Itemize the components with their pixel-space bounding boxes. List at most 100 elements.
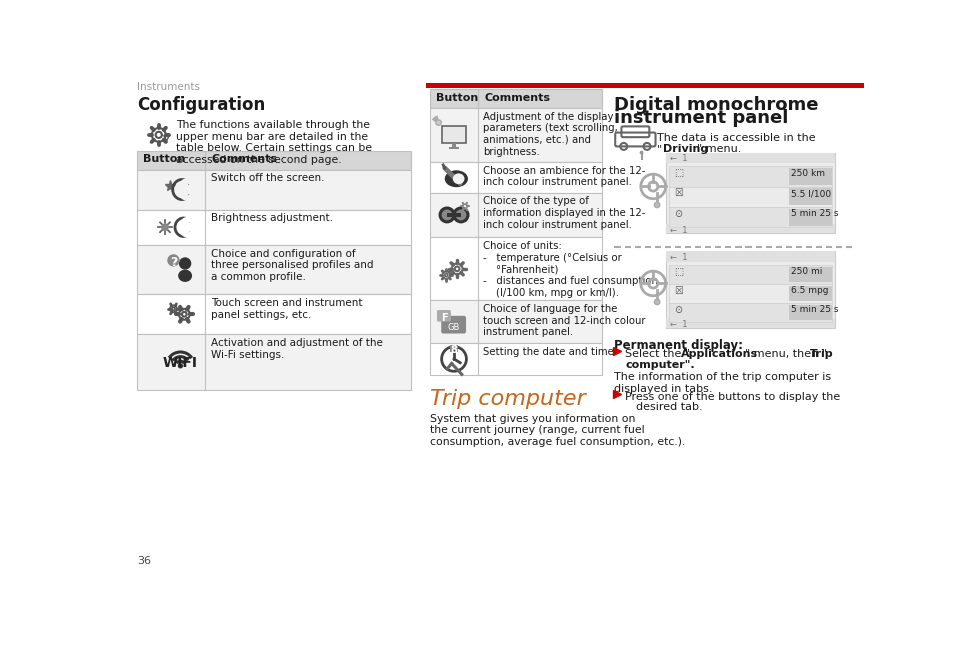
Bar xyxy=(426,83,864,88)
Text: Comments: Comments xyxy=(484,93,550,103)
Text: WIFI: WIFI xyxy=(163,356,198,370)
Bar xyxy=(137,210,411,245)
Bar xyxy=(430,108,602,162)
Text: Choose an ambience for the 12-
inch colour instrument panel.: Choose an ambience for the 12- inch colo… xyxy=(483,165,645,188)
Text: 250 mi: 250 mi xyxy=(791,267,823,276)
Circle shape xyxy=(456,210,467,220)
Bar xyxy=(137,151,411,169)
Text: ←  1: ← 1 xyxy=(670,226,687,235)
Text: Setting the date and time.: Setting the date and time. xyxy=(483,347,616,356)
Bar xyxy=(669,166,832,187)
Bar xyxy=(137,169,411,210)
Bar xyxy=(789,188,832,206)
Text: " menu.: " menu. xyxy=(697,144,742,154)
Text: computer".: computer". xyxy=(625,360,695,370)
Bar xyxy=(666,153,835,164)
Bar xyxy=(789,168,832,185)
Ellipse shape xyxy=(453,173,465,184)
Text: Digital monochrome: Digital monochrome xyxy=(614,95,819,114)
Bar xyxy=(669,207,832,227)
Bar xyxy=(666,319,835,328)
Text: instrument panel: instrument panel xyxy=(614,110,789,127)
Text: System that gives you information on
the current journey (range, current fuel
co: System that gives you information on the… xyxy=(430,413,685,447)
Text: 36: 36 xyxy=(137,556,151,566)
Text: ⬚: ⬚ xyxy=(674,168,684,178)
Bar xyxy=(789,286,832,301)
Text: Instruments: Instruments xyxy=(137,82,200,93)
Text: Configuration: Configuration xyxy=(137,95,265,114)
Ellipse shape xyxy=(179,269,192,282)
Circle shape xyxy=(179,364,182,368)
Text: Driving: Driving xyxy=(662,144,708,154)
Bar xyxy=(137,334,411,390)
Bar xyxy=(447,213,461,217)
Text: Adjustment of the display
parameters (text scrolling,
animations, etc.) and
brig: Adjustment of the display parameters (te… xyxy=(483,112,617,156)
Bar xyxy=(669,303,832,322)
Text: The functions available through the
upper menu bar are detailed in the
table bel: The functions available through the uppe… xyxy=(176,120,372,165)
FancyBboxPatch shape xyxy=(437,310,451,322)
Circle shape xyxy=(439,206,456,223)
Text: ☒: ☒ xyxy=(674,286,683,295)
Text: " menu, then ": " menu, then " xyxy=(745,349,828,359)
Bar xyxy=(666,251,835,328)
Bar xyxy=(666,224,835,234)
Text: ?: ? xyxy=(170,256,178,269)
Bar xyxy=(789,208,832,226)
Text: Choice and configuration of
three personalised profiles and
a common profile.: Choice and configuration of three person… xyxy=(211,249,374,282)
Text: Choice of language for the
touch screen and 12-inch colour
instrument panel.: Choice of language for the touch screen … xyxy=(483,304,645,337)
Circle shape xyxy=(655,299,660,304)
Text: ⊙: ⊙ xyxy=(674,304,683,315)
Text: 6.5 mpg: 6.5 mpg xyxy=(791,286,828,295)
Text: Trip computer: Trip computer xyxy=(430,389,586,409)
Text: 250 km: 250 km xyxy=(791,169,826,178)
Text: Permanent display:: Permanent display: xyxy=(614,339,743,352)
Text: Select the ": Select the " xyxy=(625,349,690,359)
Text: ←  1: ← 1 xyxy=(670,252,687,262)
Text: Button: Button xyxy=(436,93,478,103)
Text: 5 min 25 s: 5 min 25 s xyxy=(791,209,839,218)
Text: 8: 8 xyxy=(450,345,458,355)
Text: desired tab.: desired tab. xyxy=(636,402,703,412)
Text: Activation and adjustment of the
Wi-Fi settings.: Activation and adjustment of the Wi-Fi s… xyxy=(211,338,383,360)
Text: Switch off the screen.: Switch off the screen. xyxy=(211,173,324,184)
Bar xyxy=(443,127,466,143)
Text: 5 min 25 s: 5 min 25 s xyxy=(791,305,839,314)
Ellipse shape xyxy=(444,170,468,187)
Text: The data is accessible in the: The data is accessible in the xyxy=(657,133,816,143)
Text: Comments: Comments xyxy=(211,154,277,164)
Text: Applications: Applications xyxy=(681,349,758,359)
Circle shape xyxy=(655,202,660,208)
Text: Choice of units:
-   temperature (°Celsius or
    °Fahrenheit)
-   distances and: Choice of units: - temperature (°Celsius… xyxy=(483,241,658,297)
Text: Choice of the type of
information displayed in the 12-
inch colour instrument pa: Choice of the type of information displa… xyxy=(483,197,645,230)
FancyBboxPatch shape xyxy=(442,316,466,334)
Text: Press one of the buttons to display the: Press one of the buttons to display the xyxy=(625,392,841,402)
Bar xyxy=(430,343,602,375)
Bar xyxy=(430,300,602,343)
Text: ☒: ☒ xyxy=(674,188,683,198)
Circle shape xyxy=(639,151,643,154)
Bar xyxy=(430,162,602,193)
Bar xyxy=(666,251,835,262)
Circle shape xyxy=(436,120,442,125)
Text: ⊙: ⊙ xyxy=(674,208,683,219)
Text: Button: Button xyxy=(143,154,185,164)
Text: GB: GB xyxy=(447,323,460,332)
Bar xyxy=(430,193,602,238)
Bar xyxy=(452,143,456,147)
Text: 5.5 l/100: 5.5 l/100 xyxy=(791,189,831,198)
Text: ←  1: ← 1 xyxy=(670,321,687,330)
Bar xyxy=(666,153,835,234)
Bar xyxy=(430,238,602,300)
Bar xyxy=(450,345,458,352)
Circle shape xyxy=(167,254,180,267)
Bar xyxy=(137,294,411,334)
Bar xyxy=(669,265,832,284)
Bar xyxy=(137,245,411,294)
Text: F: F xyxy=(441,313,447,323)
Circle shape xyxy=(442,210,452,220)
Text: The information of the trip computer is
displayed in tabs.: The information of the trip computer is … xyxy=(614,372,831,394)
Bar xyxy=(430,90,602,108)
Bar xyxy=(669,187,832,207)
Text: ←  1: ← 1 xyxy=(670,154,687,163)
Circle shape xyxy=(179,257,191,269)
